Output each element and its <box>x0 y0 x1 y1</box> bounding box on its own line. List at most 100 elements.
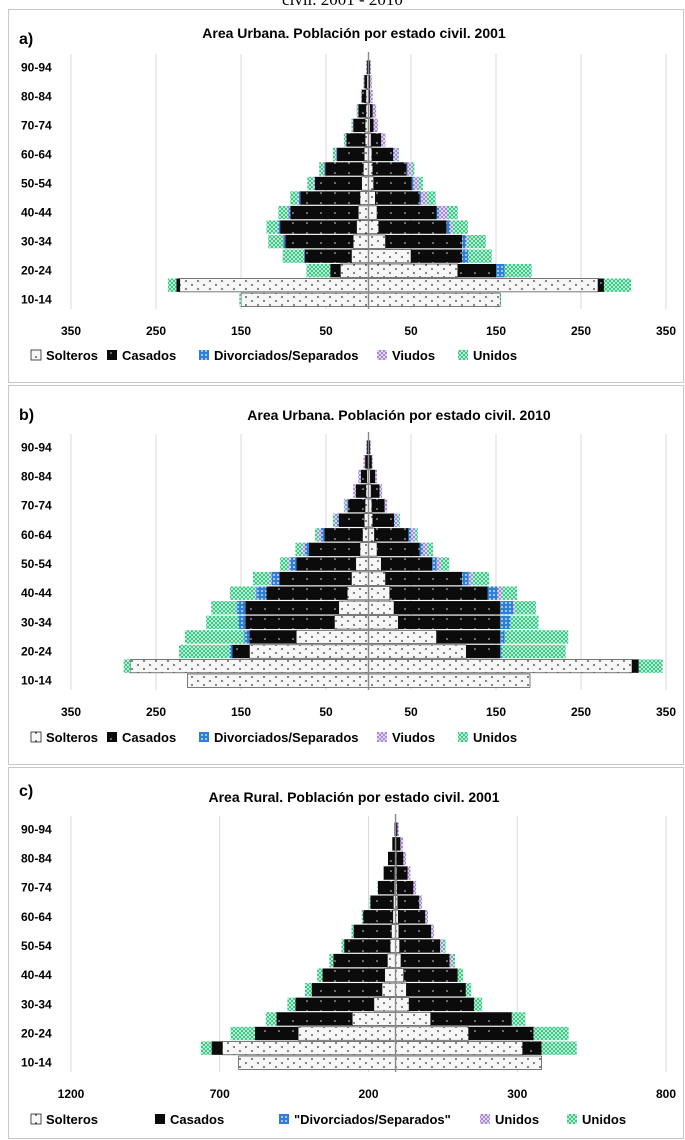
category-label: 80-84 <box>21 851 52 865</box>
category-label: 20-24 <box>21 645 52 659</box>
bar-left-casados-30-34 <box>285 234 354 249</box>
x-tick-label: 350 <box>656 324 676 338</box>
chart-title: Area Urbana. Población por estado civil.… <box>202 25 506 41</box>
legend-label-unidos: Unidos <box>473 348 517 363</box>
bar-right-divorciados-separados-50-54 <box>411 176 414 191</box>
bar-right-casados-80-84 <box>370 469 376 484</box>
bar-left-casados-65-69 <box>370 895 394 909</box>
bar-left-divorciados-separados-40-44 <box>288 205 291 220</box>
bar-right-solteros-35-39 <box>368 220 379 235</box>
bar-right-divorciados-separados-25-29 <box>462 249 468 263</box>
bar-right-divorciados-separados-65-69 <box>394 513 395 527</box>
category-label: 50-54 <box>21 177 52 191</box>
legend-swatch-unidos <box>458 732 468 742</box>
bar-right-casados-50-54 <box>373 176 412 191</box>
bar-right-unidos-45-49 <box>427 191 436 205</box>
bar-left-viudos-70-74 <box>352 118 354 133</box>
bar-right-unidos-35-39 <box>452 220 468 234</box>
bar-right-casados-55-59 <box>377 542 420 557</box>
bar-left-viudos-55-59 <box>302 542 305 557</box>
bar-right-casados-80-84 <box>396 851 404 866</box>
bar-right-casados-70-74 <box>397 880 414 895</box>
bar-right-casados-75-79 <box>370 104 373 118</box>
bar-left-casados-35-39 <box>311 983 383 997</box>
category-label: 90-94 <box>21 60 52 74</box>
bar-left-unidos-40-44 <box>229 586 256 600</box>
x-tick-label: 250 <box>146 705 166 719</box>
bar-right-casados-75-79 <box>371 484 380 498</box>
bar-right-unidos-55-59 <box>411 162 415 176</box>
bar-left-unidos-15-19 <box>123 659 131 673</box>
bar-left-viudos-90-94 <box>365 60 367 74</box>
bar-left-solteros-35-39 <box>381 982 396 997</box>
legend-swatch-unidos-1 <box>480 1114 490 1124</box>
bar-left-unidos-65-69 <box>369 895 371 909</box>
legend-label-divorciados: "Divorciados/Separados" <box>294 1112 451 1127</box>
bar-right-casados-75-79 <box>396 866 408 880</box>
bar-left-unidos-25-29 <box>265 1012 277 1026</box>
bar-right-unidos-60-64 <box>425 910 428 924</box>
category-label: 30-34 <box>21 997 52 1011</box>
bar-left-casados-40-44 <box>290 205 359 220</box>
bar-right-solteros-60-64 <box>368 527 375 542</box>
bar-right-unidos-40-44 <box>457 968 464 982</box>
bar-left-casados-30-34 <box>295 997 374 1012</box>
bar-left-solteros-30-34 <box>334 615 369 630</box>
bar-left-unidos-30-34 <box>206 615 239 630</box>
bar-right-unidos-55-59 <box>431 924 434 939</box>
category-label: 40-44 <box>21 586 52 600</box>
bar-right-divorciados-separados-60-64 <box>393 147 394 162</box>
legend-swatch-viudos <box>377 732 387 742</box>
bar-right-casados-30-34 <box>409 997 474 1012</box>
bar-left-unidos-35-39 <box>304 983 312 997</box>
bar-right-casados-55-59 <box>398 924 432 939</box>
bar-left-solteros-45-49 <box>387 953 396 968</box>
bar-left-casados-55-59 <box>309 542 360 557</box>
bar-right-viudos-75-79 <box>372 104 377 118</box>
bar-left-solteros-10-14 <box>238 1055 396 1070</box>
bar-left-solteros-30-34 <box>373 997 396 1012</box>
bar-right-casados-55-59 <box>372 162 407 176</box>
legend: Solteros Casados Divorciados/Separados Viud… <box>30 348 517 363</box>
x-tick-label: 150 <box>486 705 506 719</box>
bar-right-casados-90-94 <box>369 440 371 455</box>
bar-left-viudos-60-64 <box>335 147 337 162</box>
legend-swatch-divorciados <box>199 350 209 360</box>
bar-left-viudos-45-49 <box>269 571 272 586</box>
bar-right-viudos-65-69 <box>394 513 399 527</box>
bar-left-divorciados-separados-60-64 <box>336 147 338 162</box>
legend-label-unidos: Unidos <box>473 730 517 745</box>
bar-left-solteros-15-19 <box>130 659 369 674</box>
bar-right-viudos-35-39 <box>450 220 453 234</box>
bar-right-divorciados-separados-35-39 <box>500 601 513 615</box>
bar-right-viudos-30-34 <box>466 234 468 249</box>
bar-right-casados-35-39 <box>394 601 501 615</box>
bar-right-viudos-40-44 <box>439 205 448 220</box>
category-label: 60-64 <box>21 910 52 924</box>
category-label: 30-34 <box>21 615 52 629</box>
bar-left-casados-85-89 <box>365 455 368 469</box>
bar-left-unidos-35-39 <box>211 601 237 615</box>
bar-right-solteros-35-39 <box>368 600 395 615</box>
bar-left-unidos-45-49 <box>290 191 298 205</box>
legend-swatch-viudos <box>377 350 387 360</box>
bar-left-solteros-50-54 <box>389 938 396 954</box>
bar-left-unidos-50-54 <box>341 939 345 953</box>
bar-right-viudos-60-64 <box>394 147 399 162</box>
bar-left-casados-55-59 <box>325 162 364 176</box>
bar-right-divorciados-separados-25-29 <box>500 630 505 644</box>
bar-right-viudos-80-84 <box>375 469 377 484</box>
bar-left-casados-90-94 <box>366 60 368 74</box>
bar-right-divorciados-separados-20-24 <box>496 263 505 278</box>
category-label: 40-44 <box>21 968 52 982</box>
x-tick-label: 350 <box>656 705 676 719</box>
legend-label-divorciados: Divorciados/Separados <box>214 730 359 745</box>
legend: Solteros Casados "Divorciados/Separados" Un… <box>30 1112 626 1127</box>
bar-left-casados-65-69 <box>346 133 366 147</box>
bar-left-solteros-10-14 <box>240 292 369 307</box>
bar-left-solteros-45-49 <box>351 571 369 586</box>
bar-left-casados-50-54 <box>344 939 391 953</box>
x-tick-label: 50 <box>319 324 333 338</box>
bar-left-solteros-20-24 <box>297 1026 396 1041</box>
bar-right-unidos-10-14 <box>500 293 502 307</box>
